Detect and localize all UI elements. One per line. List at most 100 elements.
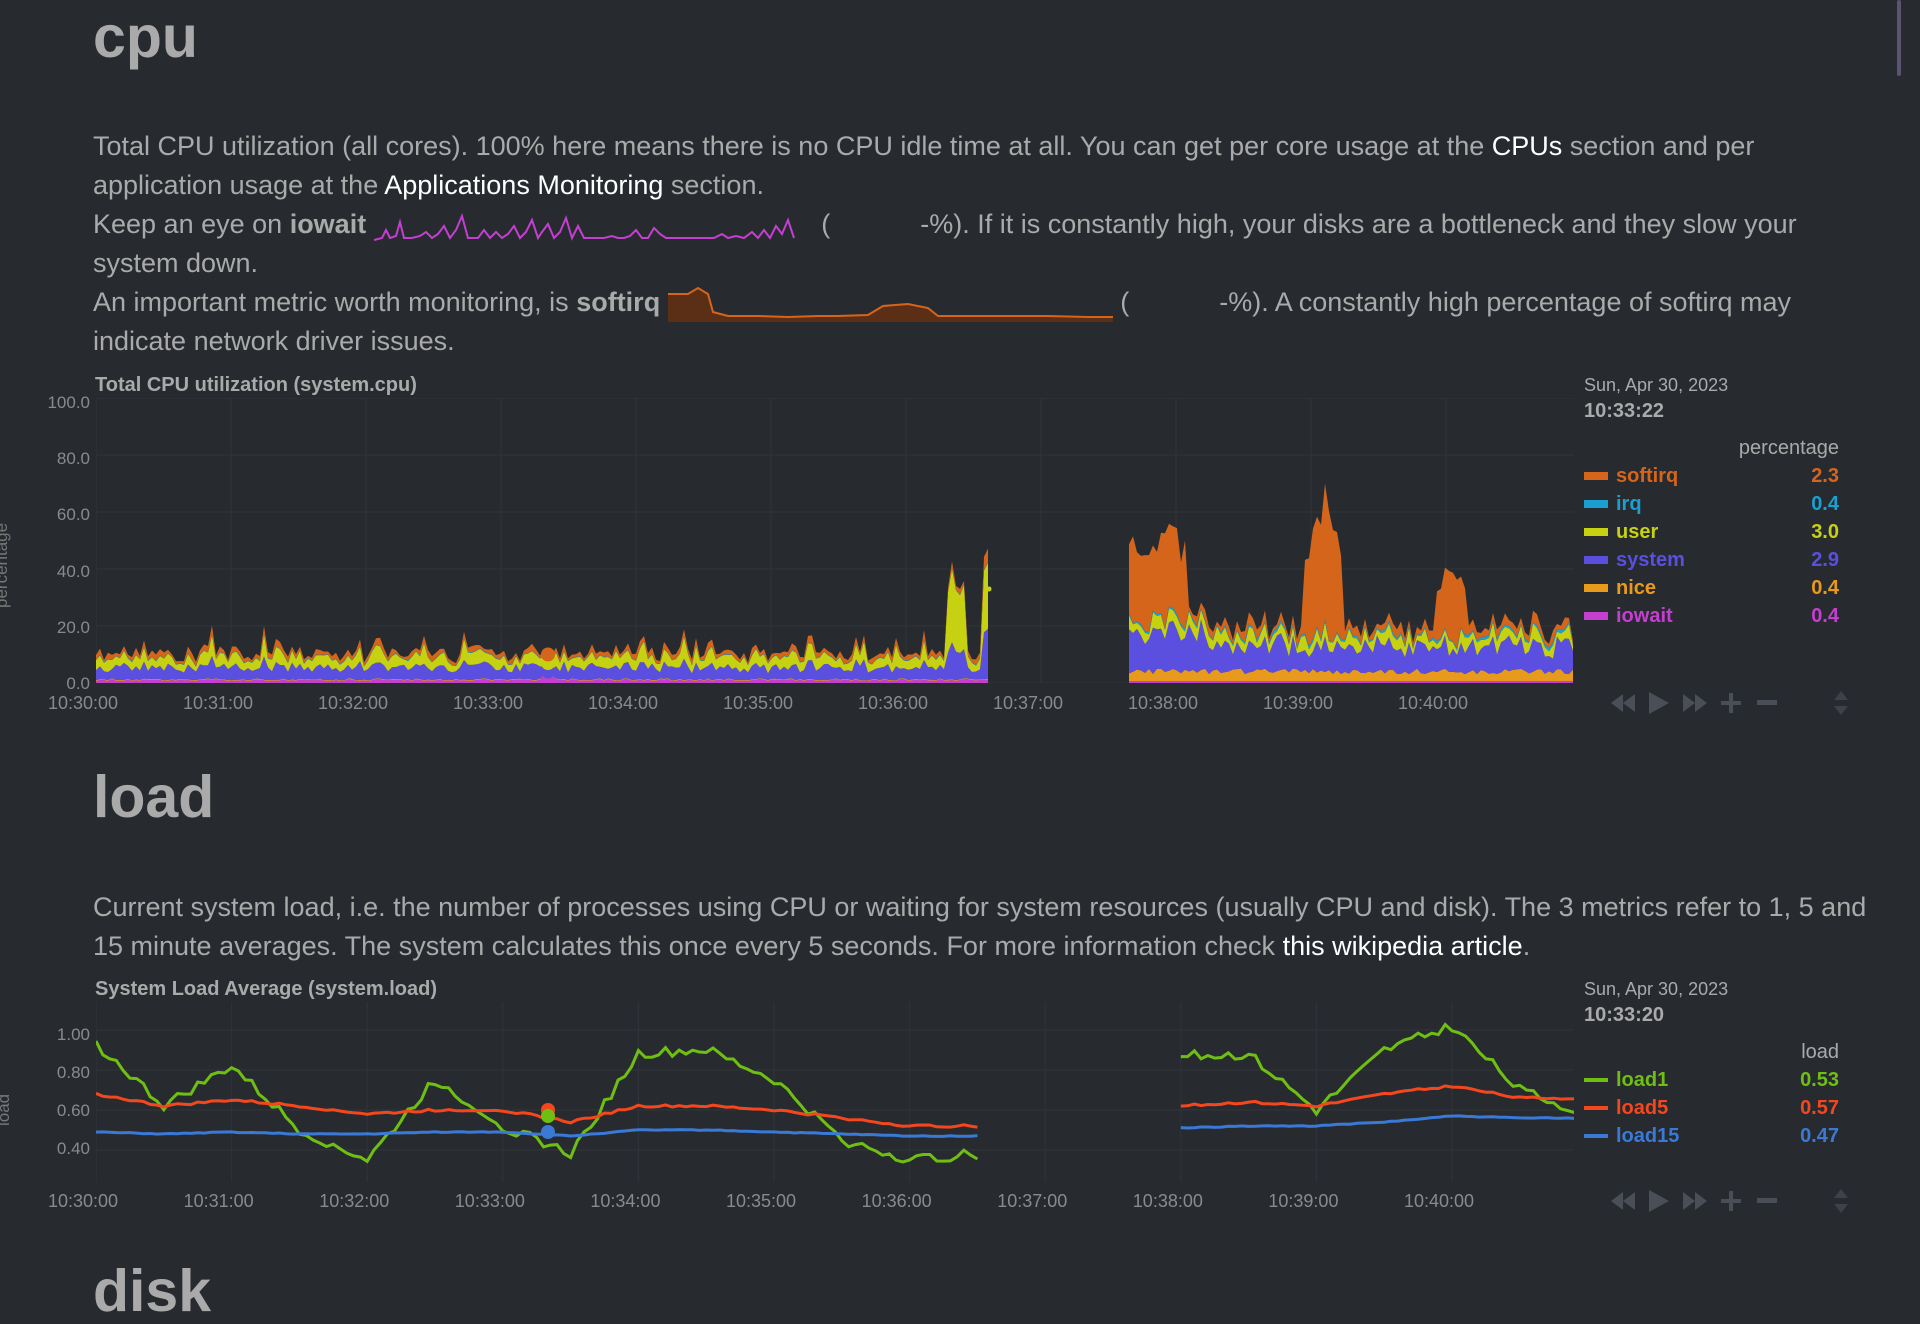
x-tick-label: 10:39:00 <box>1268 1191 1339 1211</box>
cpu-chart-plot[interactable] <box>96 398 1574 683</box>
rewind-icon[interactable] <box>1610 1188 1636 1214</box>
cpu-chart-legend: Sun, Apr 30, 2023 10:33:22 percentage so… <box>1584 375 1844 630</box>
play-icon[interactable] <box>1646 1188 1672 1214</box>
y-tick-label: 40.0 <box>56 561 90 581</box>
legend-swatch <box>1584 584 1608 592</box>
x-tick-label: 10:34:00 <box>588 693 659 713</box>
hover-point <box>541 1109 555 1123</box>
legend-item-nice[interactable]: nice 0.4 <box>1584 574 1839 602</box>
area-series-irq <box>1129 606 1573 652</box>
x-tick-label: 10:40:00 <box>1398 693 1469 713</box>
x-tick-label: 10:38:00 <box>1132 1191 1203 1211</box>
load-chart-y-ticks: 1.00 0.80 0.60 0.40 <box>30 1000 92 1190</box>
cpu-chart-y-axis-name: percentage <box>0 522 11 608</box>
load-chart-legend: Sun, Apr 30, 2023 10:33:20 load load1 0.5… <box>1584 979 1844 1150</box>
softirq-label: softirq <box>576 287 661 317</box>
area-series-softirq <box>1129 483 1573 649</box>
legend-swatch <box>1584 472 1608 480</box>
softirq-paren: ( <box>1120 287 1130 317</box>
softirq-value-text: -%). A constantly high percentage of sof… <box>93 287 1792 356</box>
legend-item-value: 0.47 <box>1800 1124 1839 1147</box>
legend-item-value: 2.9 <box>1811 548 1839 571</box>
x-tick-label: 10:35:00 <box>726 1191 797 1211</box>
hover-point <box>541 647 555 662</box>
area-series-system <box>1129 619 1573 675</box>
x-tick-label: 10:32:00 <box>319 1191 390 1211</box>
zoom-in-icon[interactable] <box>1718 1188 1744 1214</box>
x-tick-label: 10:31:00 <box>183 693 254 713</box>
x-tick-label: 10:38:00 <box>1128 693 1199 713</box>
legend-item-label: system <box>1616 548 1685 571</box>
legend-swatch <box>1584 1078 1608 1082</box>
x-tick-label: 10:35:00 <box>723 693 794 713</box>
line-series-load15 <box>1180 1114 1574 1130</box>
load-chart-controls <box>1610 1188 1854 1214</box>
x-tick-label: 10:36:00 <box>858 693 929 713</box>
load-chart-plot[interactable] <box>96 1002 1574 1182</box>
legend-item-system[interactable]: system 2.9 <box>1584 546 1839 574</box>
legend-item-softirq[interactable]: softirq 2.3 <box>1584 462 1839 490</box>
iowait-value-text: -%). If it is constantly high, your disk… <box>93 209 1797 278</box>
legend-item-load1[interactable]: load1 0.53 <box>1584 1066 1839 1094</box>
legend-swatch <box>1584 528 1608 536</box>
line-series-load15 <box>96 1128 978 1138</box>
line-series-load1 <box>1180 1022 1574 1117</box>
load-legend-time: 10:33:20 <box>1584 1004 1665 1026</box>
iowait-label: iowait <box>289 209 367 239</box>
x-tick-label: 10:33:00 <box>453 693 524 713</box>
y-tick-label: 0.80 <box>56 1063 90 1082</box>
area-series-nice <box>96 678 988 682</box>
wikipedia-article-link[interactable]: this wikipedia article <box>1282 931 1523 961</box>
zoom-out-icon[interactable] <box>1754 690 1780 716</box>
play-icon[interactable] <box>1646 690 1672 716</box>
legend-swatch <box>1584 500 1608 508</box>
x-tick-label: 10:40:00 <box>1404 1191 1475 1211</box>
cpu-legend-unit: percentage <box>1738 437 1839 459</box>
legend-item-irq[interactable]: irq 0.4 <box>1584 490 1839 518</box>
softirq-sparkline <box>667 286 1113 322</box>
cpu-legend-time: 10:33:22 <box>1584 400 1665 422</box>
legend-item-label: nice <box>1616 576 1657 599</box>
load-legend-items: load1 0.53 load5 0.57 load15 0.47 <box>1584 1066 1844 1150</box>
legend-item-value: 0.57 <box>1800 1096 1839 1119</box>
legend-item-value: 0.4 <box>1811 492 1839 515</box>
x-tick-label: 10:39:00 <box>1263 693 1334 713</box>
x-tick-label: 10:30:00 <box>48 693 119 713</box>
zoom-in-icon[interactable] <box>1718 690 1744 716</box>
legend-swatch <box>1584 556 1608 564</box>
legend-item-value: 2.3 <box>1811 464 1839 487</box>
area-series-softirq <box>96 548 988 667</box>
legend-item-user[interactable]: user 3.0 <box>1584 518 1839 546</box>
cpu-chart-x-ticks: 10:30:00 10:31:00 10:32:00 10:33:00 10:34:00… <box>48 693 1578 717</box>
legend-item-load5[interactable]: load5 0.57 <box>1584 1094 1839 1122</box>
load-legend-unit: load <box>1801 1041 1839 1063</box>
scrollbar-thumb[interactable] <box>1897 0 1901 76</box>
load-legend-date: Sun, Apr 30, 2023 <box>1584 979 1729 999</box>
x-tick-label: 10:36:00 <box>861 1191 932 1211</box>
cpu-legend-date: Sun, Apr 30, 2023 <box>1584 375 1729 395</box>
legend-item-value: 0.53 <box>1800 1068 1839 1091</box>
resize-handle-icon[interactable] <box>1828 1188 1854 1214</box>
section-title-disk: disk <box>93 1258 212 1324</box>
x-tick-label: 10:37:00 <box>993 693 1064 713</box>
legend-item-iowait[interactable]: iowait 0.4 <box>1584 602 1839 630</box>
load-intro-text: Current system load, i.e. the number of … <box>93 892 1867 961</box>
legend-item-label: softirq <box>1616 464 1679 487</box>
fast-forward-icon[interactable] <box>1682 1188 1708 1214</box>
line-series-load1 <box>96 1040 979 1164</box>
spike-marker <box>986 586 992 592</box>
resize-handle-icon[interactable] <box>1828 690 1854 716</box>
area-series-iowait <box>1129 681 1573 683</box>
fast-forward-icon[interactable] <box>1682 690 1708 716</box>
legend-item-load15[interactable]: load15 0.47 <box>1584 1122 1839 1150</box>
hover-point <box>541 1125 555 1139</box>
cpu-description: Total CPU utilization (all cores). 100% … <box>93 127 1873 361</box>
rewind-icon[interactable] <box>1610 690 1636 716</box>
load-chart-x-ticks: 10:30:00 10:31:00 10:32:00 10:33:00 10:34:00… <box>48 1191 1578 1215</box>
zoom-out-icon[interactable] <box>1754 1188 1780 1214</box>
load-chart-title: System Load Average (system.load) <box>95 978 437 1000</box>
applications-monitoring-link[interactable]: Applications Monitoring <box>384 170 664 200</box>
cpus-link[interactable]: CPUs <box>1491 131 1563 161</box>
legend-item-label: iowait <box>1616 604 1673 627</box>
line-series-load5 <box>96 1091 978 1129</box>
